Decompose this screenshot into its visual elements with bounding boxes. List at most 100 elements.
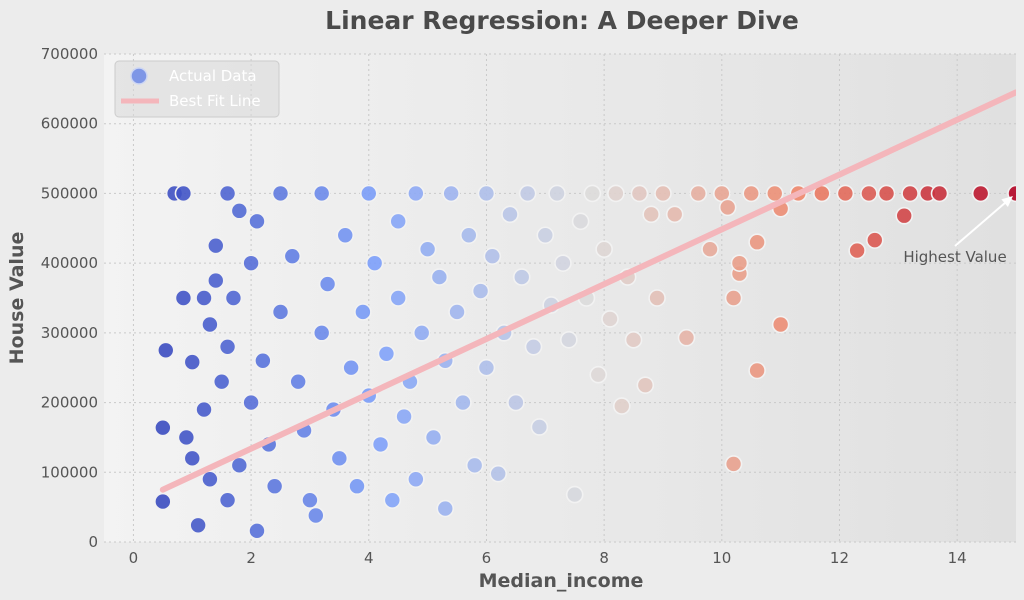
y-tick-label: 100000 (41, 463, 98, 481)
data-point (174, 289, 193, 307)
data-point (365, 254, 384, 272)
plot-area (104, 54, 1016, 542)
data-point (154, 418, 172, 437)
data-point (312, 184, 331, 203)
x-axis-label: Median_income (479, 570, 644, 592)
annotation-text: Highest Value (903, 248, 1006, 266)
data-point (359, 184, 378, 203)
data-point (489, 464, 508, 483)
data-point (301, 491, 319, 509)
data-point (218, 491, 237, 509)
y-tick-label: 300000 (41, 324, 98, 342)
data-point (195, 289, 213, 307)
data-point (354, 303, 372, 321)
legend-label-fit-line: Best Fit Line (169, 92, 261, 110)
data-point (512, 268, 531, 286)
data-point (742, 184, 761, 203)
data-point (189, 516, 207, 535)
y-axis-ticks: 0 100000 200000 300000 400000 500000 600000 700… (41, 45, 98, 551)
data-point (860, 184, 878, 203)
data-point (483, 247, 502, 265)
data-point (630, 184, 649, 203)
x-tick-label: 4 (364, 549, 374, 567)
data-point (195, 400, 213, 419)
data-point (607, 184, 625, 203)
data-point (865, 231, 884, 249)
data-point (156, 341, 175, 360)
data-point (771, 315, 790, 334)
data-point (206, 236, 225, 255)
data-point (348, 477, 366, 496)
data-point (289, 372, 307, 391)
data-point (501, 205, 519, 224)
data-point (318, 275, 337, 293)
data-point (330, 449, 349, 468)
x-axis-ticks: 0 2 4 6 8 10 12 14 (129, 549, 967, 567)
data-point (971, 184, 990, 203)
data-point (154, 492, 172, 511)
data-point (930, 184, 949, 203)
data-point (595, 240, 613, 258)
chart-title: Linear Regression: A Deeper Dive (325, 6, 799, 35)
data-point (177, 428, 196, 447)
data-point (718, 198, 737, 217)
data-point (677, 328, 696, 347)
data-point (312, 324, 331, 342)
data-point (459, 226, 478, 245)
x-tick-label: 2 (246, 549, 256, 567)
data-point (724, 289, 743, 307)
data-point (848, 241, 866, 260)
data-point (371, 435, 390, 454)
data-point (583, 184, 602, 203)
data-point (283, 247, 302, 265)
legend: Actual Data Best Fit Line (114, 60, 280, 118)
data-point (471, 282, 490, 300)
y-tick-label: 500000 (41, 184, 98, 202)
data-point (612, 397, 631, 415)
data-point (242, 393, 260, 412)
data-point (377, 344, 396, 363)
x-tick-label: 6 (482, 549, 492, 567)
y-tick-label: 200000 (41, 394, 98, 412)
legend-marker-actual-data (130, 67, 148, 85)
data-point (530, 418, 549, 436)
y-tick-label: 400000 (41, 254, 98, 272)
x-tick-label: 12 (830, 549, 849, 567)
data-point (183, 353, 202, 371)
data-point (336, 226, 355, 245)
data-point (342, 358, 360, 377)
data-point (477, 358, 496, 377)
data-point (877, 184, 896, 203)
data-point (689, 184, 708, 203)
y-axis-label: House Value (6, 232, 28, 365)
data-point (642, 205, 661, 224)
data-point (701, 240, 719, 258)
data-point (624, 331, 643, 349)
data-point (589, 365, 608, 384)
x-tick-label: 10 (712, 549, 731, 567)
data-point (271, 303, 290, 321)
data-point (218, 337, 237, 356)
data-point (436, 499, 455, 518)
data-point (895, 206, 914, 225)
data-point (424, 428, 443, 447)
data-point (389, 289, 407, 307)
data-point (430, 268, 449, 286)
best-fit-line (159, 89, 1016, 493)
data-point (224, 289, 243, 307)
data-point (748, 233, 766, 252)
fit-line-layer (159, 89, 1016, 493)
data-point (271, 184, 290, 203)
data-point (454, 393, 472, 412)
y-tick-label: 0 (88, 533, 98, 551)
data-point (248, 522, 266, 540)
data-point (548, 184, 566, 203)
data-point (206, 271, 225, 290)
data-point (389, 212, 407, 231)
data-point (412, 324, 431, 342)
data-point (477, 184, 496, 203)
data-point (560, 331, 578, 349)
data-point (201, 315, 219, 334)
